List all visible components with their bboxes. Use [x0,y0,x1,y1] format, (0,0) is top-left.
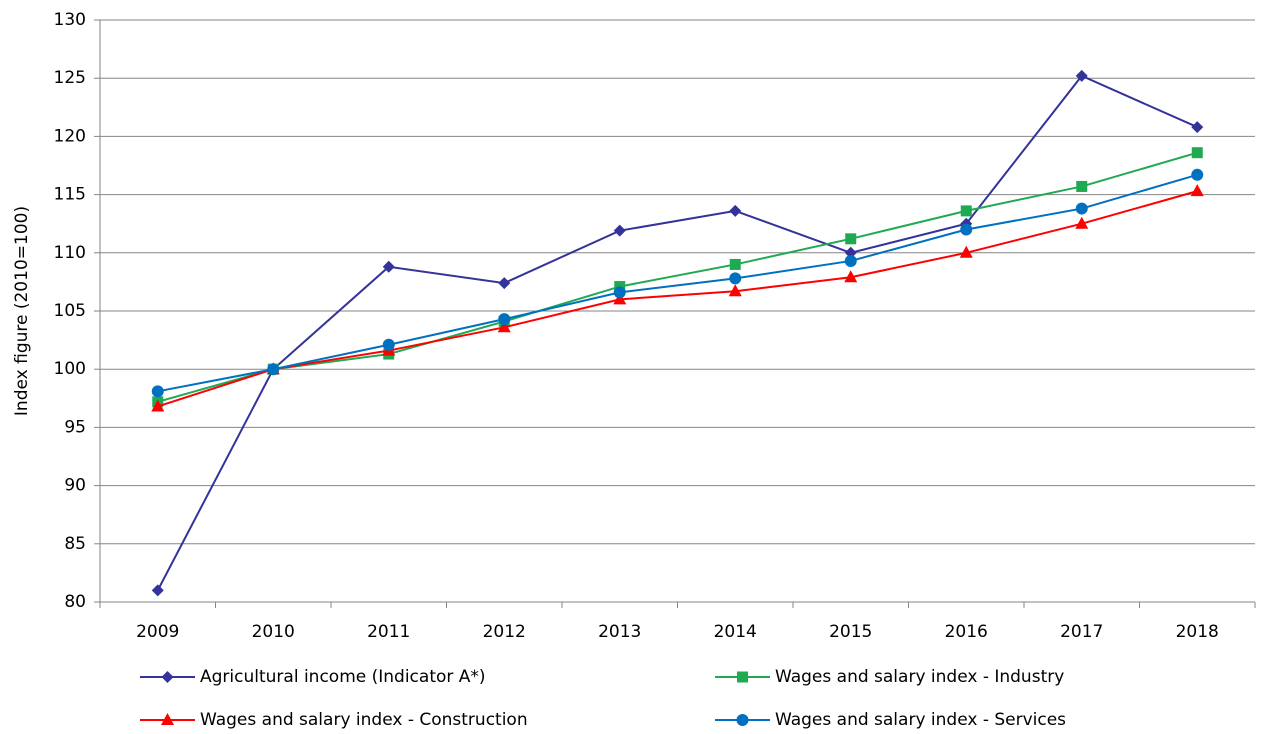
marker [960,223,973,236]
marker [1191,121,1204,134]
marker [959,245,973,258]
y-tick-label: 85 [64,534,86,554]
marker [844,254,857,267]
x-tick-label: 2015 [829,622,872,642]
series-line [156,74,1198,591]
marker [1075,216,1089,229]
marker [736,714,749,726]
marker [498,277,511,290]
x-tick-label: 2016 [945,622,988,642]
marker [382,260,395,273]
marker [267,363,280,376]
x-tick-label: 2017 [1060,622,1103,642]
y-tick-label: 105 [54,301,86,321]
y-tick-label: 90 [64,476,86,496]
x-tick-label: 2014 [714,622,757,642]
legend-label: Agricultural income (Indicator A*) [200,667,486,687]
marker [613,286,626,299]
marker [1191,147,1203,159]
marker [151,399,165,412]
y-tick-label: 110 [54,243,86,263]
marker [1191,168,1204,181]
marker [382,338,395,351]
series-line [157,151,1198,403]
marker [1075,202,1088,215]
marker [728,284,742,297]
x-tick-label: 2011 [367,622,410,642]
marker [498,313,511,326]
marker [151,584,164,597]
marker [844,270,858,283]
marker [497,320,511,333]
marker [151,385,164,398]
series-line [157,190,1198,408]
x-tick-label: 2018 [1176,622,1219,642]
y-tick-label: 100 [54,359,86,379]
x-tick-label: 2013 [598,622,641,642]
marker [845,233,857,245]
legend-label: Wages and salary index - Services [775,710,1066,730]
marker [729,258,741,270]
marker [737,671,748,683]
series-line [157,173,1198,393]
marker [613,224,626,237]
marker [161,713,174,725]
marker [1075,69,1088,82]
y-tick-label: 130 [54,10,86,30]
y-tick-label: 120 [54,126,86,146]
x-tick-label: 2009 [136,622,179,642]
y-axis-label: Index figure (2010=100) [12,206,32,416]
legend-label: Wages and salary index - Construction [200,710,528,730]
marker [1076,180,1088,192]
y-tick-label: 125 [54,68,86,88]
y-tick-label: 115 [54,185,86,205]
marker [1190,184,1204,197]
marker [729,272,742,285]
legend-label: Wages and salary index - Industry [775,667,1064,687]
y-tick-label: 95 [64,417,86,437]
x-tick-label: 2010 [252,622,295,642]
y-tick-label: 80 [64,592,86,612]
x-tick-label: 2012 [483,622,526,642]
marker [729,204,742,217]
marker [161,671,174,683]
marker [960,205,972,217]
